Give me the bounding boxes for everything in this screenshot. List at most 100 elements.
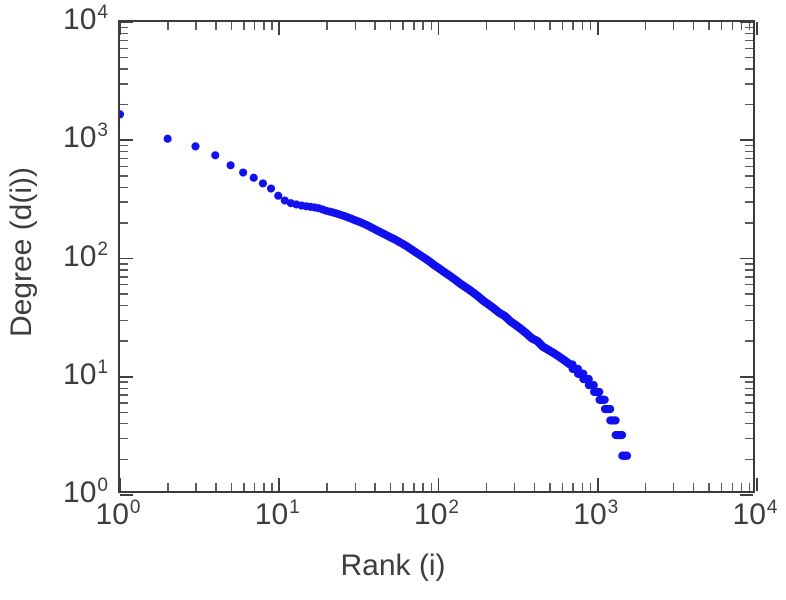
data-point [211,151,220,160]
axis-tick [120,201,128,203]
axis-tick [745,222,753,224]
axis-tick [745,157,753,160]
data-point [239,168,248,177]
axis-tick [326,483,328,491]
axis-tick [120,494,133,496]
axis-tick [389,483,392,491]
axis-tick [745,39,753,41]
axis-tick [271,22,273,30]
axis-tick [745,276,753,278]
axis-tick [745,387,753,389]
axis-tick [745,284,753,286]
axis-tick [692,22,695,30]
axis-tick [120,257,133,260]
axis-tick [745,47,753,49]
axis-tick [740,483,743,491]
axis-tick [120,437,128,440]
axis-tick [745,263,753,265]
axis-tick [731,483,734,491]
plot-area [118,20,758,496]
axis-tick [120,394,128,396]
axis-tick [745,437,753,440]
axis-tick [740,22,743,30]
axis-tick [263,22,265,30]
axis-tick [756,22,758,35]
axis-tick [120,269,128,271]
axis-tick [120,319,128,322]
data-point [191,142,200,151]
data-point [274,191,283,200]
axis-tick [119,22,121,35]
axis-tick [167,22,169,30]
axis-tick [120,144,128,147]
axis-tick [740,257,753,260]
data-point [618,430,627,440]
axis-tick [354,483,356,491]
axis-tick [120,411,128,414]
axis-tick [230,22,232,30]
axis-tick [644,22,647,30]
axis-tick [120,151,128,153]
data-point [258,179,267,188]
axis-tick [561,483,564,491]
data-point [595,387,604,396]
axis-tick [120,304,128,307]
axis-tick [745,411,753,414]
axis-tick [485,22,488,30]
axis-tick [745,304,753,307]
axis-tick [740,139,753,142]
axis-tick [745,394,753,396]
axis-tick [749,483,751,491]
data-point [120,110,125,119]
axis-tick [120,47,128,49]
axis-tick [745,68,753,70]
y-tick-label-3: 103 [63,120,108,155]
axis-tick [437,22,440,35]
axis-tick [120,32,128,35]
axis-tick [533,483,536,491]
axis-tick [745,381,753,383]
axis-tick [413,483,415,491]
axis-tick [740,375,753,378]
axis-tick [120,263,128,265]
axis-tick [120,157,128,160]
axis-tick [120,103,128,106]
data-point [611,416,620,425]
axis-tick [253,483,256,491]
axis-tick [513,22,516,30]
axis-tick [740,21,753,23]
y-axis-title: Degree (d(i)) [5,166,38,338]
axis-tick [263,483,265,491]
axis-tick [120,39,128,41]
x-tick-label-0: 100 [95,497,141,531]
x-tick-label-4: 104 [732,497,778,531]
data-point [589,381,598,390]
axis-tick [596,478,599,491]
axis-tick [745,186,753,188]
axis-tick [745,269,753,271]
axis-tick [745,56,753,59]
axis-tick [253,22,256,30]
axis-tick [215,483,217,491]
axis-tick [745,402,753,404]
axis-tick [195,22,197,30]
data-point [606,404,615,414]
axis-tick [120,293,128,295]
axis-tick [708,22,710,30]
axis-tick [413,22,415,30]
axis-tick [389,22,392,30]
axis-tick [708,483,710,491]
axis-tick [720,22,723,30]
axis-tick [120,68,128,70]
axis-tick [422,483,424,491]
axis-tick [120,222,128,224]
y-tick-label-1: 101 [63,356,108,391]
data-series-scatter [120,110,632,460]
axis-tick [561,22,564,30]
axis-tick [581,22,583,30]
axis-tick [485,483,488,491]
axis-tick [354,22,356,30]
data-point [266,184,276,193]
axis-tick [120,375,133,378]
